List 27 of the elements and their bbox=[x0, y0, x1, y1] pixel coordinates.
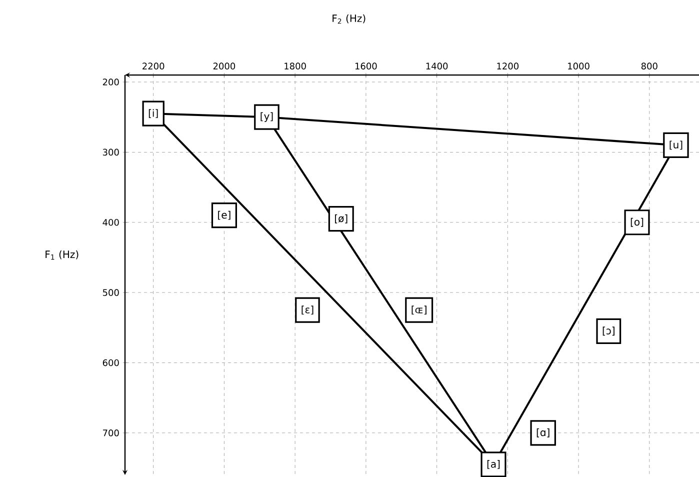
y-axis-title: F$_{1}$ (Hz) bbox=[46, 250, 78, 260]
annotation: [e] bbox=[218, 210, 230, 220]
y-tick-label: 700 bbox=[103, 429, 119, 436]
x-tick-label: 1400 bbox=[426, 62, 448, 70]
annotation: [ɶ] bbox=[412, 306, 426, 315]
x-axis-title: F$_{2}$ (Hz) bbox=[332, 14, 366, 24]
y-tick-label: 600 bbox=[102, 359, 119, 366]
x-tick-label: 2200 bbox=[142, 62, 164, 70]
annotation: [ø] bbox=[335, 214, 348, 224]
y-tick-label: 300 bbox=[102, 148, 119, 156]
annotation: [a] bbox=[487, 460, 500, 469]
annotation: [y] bbox=[260, 112, 273, 122]
y-tick-label: 200 bbox=[102, 78, 119, 86]
annotation: [i] bbox=[148, 109, 158, 118]
x-tick-label: 1800 bbox=[284, 62, 306, 70]
y-tick-label: 500 bbox=[102, 289, 119, 296]
annotation: [ɛ] bbox=[302, 306, 314, 315]
x-tick-label: 1200 bbox=[497, 62, 519, 70]
annotation: [ɔ] bbox=[602, 326, 614, 336]
annotation: [o] bbox=[630, 218, 644, 227]
x-tick-label: 1600 bbox=[355, 62, 377, 70]
x-tick-label: 1000 bbox=[568, 62, 590, 70]
x-tick-label: 800 bbox=[641, 62, 658, 70]
annotation: [ɑ] bbox=[536, 428, 550, 438]
x-tick-label: 2000 bbox=[213, 62, 236, 70]
annotation: [u] bbox=[670, 140, 682, 150]
y-tick-label: 400 bbox=[102, 218, 119, 226]
